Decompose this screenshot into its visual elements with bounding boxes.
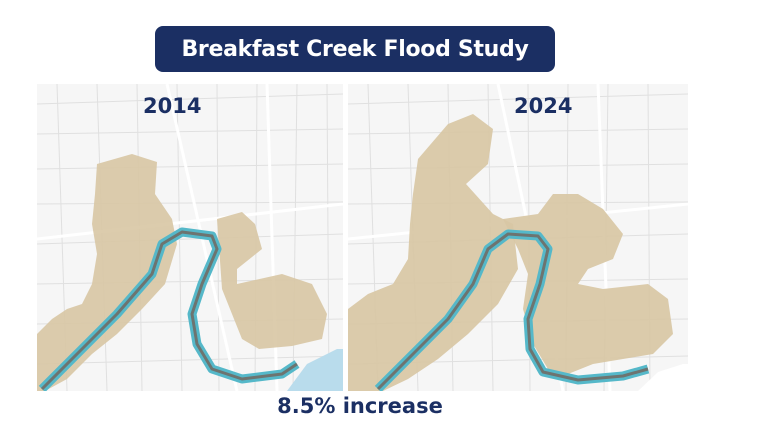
flood-increase-caption: 8.5% increase	[277, 394, 443, 418]
creek-centerline	[40, 230, 298, 391]
river-water	[638, 364, 688, 391]
flood-map-2024-graphic	[348, 84, 688, 391]
map-year-label-2014: 2014	[143, 94, 202, 118]
flood-extent-2014	[37, 154, 177, 391]
map-year-label-2024: 2024	[514, 94, 573, 118]
river-water	[287, 349, 343, 391]
slide-title: Breakfast Creek Flood Study	[155, 26, 555, 72]
creek-centerline	[376, 232, 649, 391]
flood-map-2014: 2014	[37, 84, 343, 391]
flood-map-2014-graphic	[37, 84, 343, 391]
flood-map-2024: 2024	[348, 84, 688, 391]
flood-extent-2014-east	[217, 212, 327, 349]
flood-extent-2024	[348, 114, 518, 391]
